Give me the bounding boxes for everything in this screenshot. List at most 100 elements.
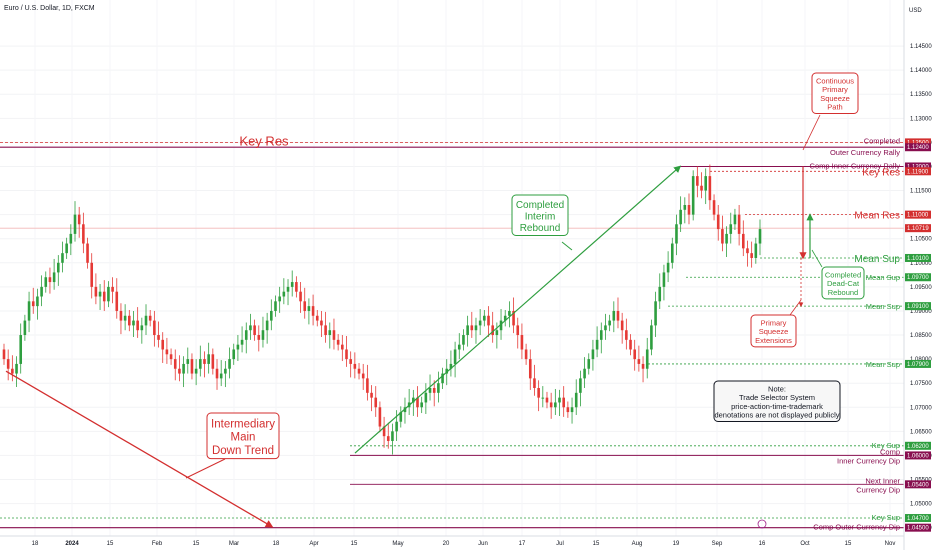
candle-body bbox=[265, 320, 269, 331]
candle-body bbox=[207, 354, 210, 364]
comp-outer-dip-tag-text: 1.04500 bbox=[907, 526, 929, 532]
mean-sup-2-tag-text: 1.09700 bbox=[907, 275, 929, 281]
next-inner-label: Next Inner bbox=[865, 476, 900, 485]
y-tick-label: 1.14000 bbox=[910, 68, 932, 74]
candle-body bbox=[537, 388, 540, 398]
candle-body bbox=[98, 291, 102, 297]
x-tick-label: 16 bbox=[759, 541, 766, 547]
mean-sup-3-label: Mean Sup bbox=[866, 302, 900, 311]
candle-body bbox=[483, 315, 486, 321]
candle-body bbox=[219, 373, 223, 379]
candle-body bbox=[554, 402, 557, 408]
candle-body bbox=[307, 306, 311, 311]
candle-body bbox=[428, 388, 432, 393]
candle-body bbox=[353, 363, 357, 369]
y-tick-label: 1.05000 bbox=[910, 502, 932, 508]
comp-label: Comp bbox=[880, 447, 900, 456]
candle-body bbox=[94, 286, 98, 297]
candle-body bbox=[15, 363, 18, 374]
key-res-right-tag-text: 1.11900 bbox=[907, 169, 929, 175]
candle-body bbox=[637, 359, 641, 364]
time-axis[interactable]: 18 2024 15 Feb 15 Mar 18 Apr 15 May 20 Jun 17 Jul 15 Au… bbox=[0, 519, 904, 547]
note-text: Trade Selector System bbox=[739, 393, 815, 402]
candle-body bbox=[670, 243, 674, 263]
candle-body bbox=[378, 407, 382, 427]
candle-body bbox=[595, 339, 599, 350]
candle-body bbox=[432, 388, 436, 393]
x-tick-label: Sep bbox=[712, 541, 723, 547]
candle-body bbox=[466, 325, 469, 336]
candle-body bbox=[82, 224, 85, 244]
y-tick-label: 1.09000 bbox=[910, 309, 932, 315]
candle-body bbox=[591, 349, 595, 360]
candle-body bbox=[27, 301, 31, 321]
comp-inner-rally-label: Comp Inner Currency Rally bbox=[810, 161, 901, 170]
intermediary-down-trend-pointer bbox=[185, 458, 226, 479]
candle-body bbox=[86, 243, 89, 263]
completed-outer-rally-tag bbox=[905, 143, 931, 152]
candle-body bbox=[508, 310, 511, 316]
candle-body bbox=[295, 282, 298, 292]
candle-body bbox=[746, 248, 749, 254]
candle-body bbox=[228, 359, 231, 369]
candle-body bbox=[558, 397, 561, 403]
mean-sup-4-tag bbox=[905, 359, 931, 368]
last-price-tag bbox=[905, 224, 931, 233]
comp-outer-dip-tag bbox=[905, 523, 931, 532]
next-inner-dip-tag bbox=[905, 480, 931, 489]
x-tick-label: 15 bbox=[107, 541, 114, 547]
primary-squeeze-ext-text: Primary bbox=[761, 319, 787, 328]
candle-body bbox=[687, 205, 691, 215]
candle-body bbox=[65, 243, 68, 254]
candle-body bbox=[44, 277, 48, 287]
candle-body bbox=[320, 320, 323, 326]
x-tick-label: Oct bbox=[800, 541, 810, 547]
candle-body bbox=[587, 359, 591, 369]
candle-body bbox=[457, 344, 461, 350]
completed-interim-rebound-text: Interim bbox=[525, 212, 556, 223]
candle-body bbox=[516, 325, 520, 336]
candle-body bbox=[61, 253, 64, 263]
completed-interim-rebound-text: Completed bbox=[516, 200, 564, 211]
candle-body bbox=[412, 397, 415, 403]
symbol-title: Euro / U.S. Dollar, 1D, FXCM bbox=[4, 5, 95, 12]
candle-body bbox=[366, 378, 369, 393]
inner-currency-dip-label: Inner Currency Dip bbox=[837, 456, 900, 465]
candle-body bbox=[48, 277, 52, 283]
candle-body bbox=[758, 229, 762, 244]
candle-body bbox=[357, 368, 361, 374]
comp-inner-dip-tag bbox=[905, 451, 931, 460]
candle-body bbox=[612, 310, 616, 321]
candle-body bbox=[658, 286, 662, 302]
candle-body bbox=[253, 325, 256, 336]
x-tick-label: 18 bbox=[32, 541, 39, 547]
candle-body bbox=[474, 325, 478, 331]
candle-body bbox=[520, 335, 524, 350]
candle-body bbox=[470, 325, 474, 331]
x-tick-label: Feb bbox=[152, 541, 163, 547]
price-axis[interactable]: 1.145001.140001.135001.130001.125001.120… bbox=[903, 0, 932, 550]
candle-body bbox=[2, 349, 6, 360]
candle-body bbox=[136, 320, 139, 331]
candle-body bbox=[495, 330, 499, 336]
candle-body bbox=[616, 310, 620, 321]
candle-body bbox=[157, 335, 160, 340]
y-tick-label: 1.13500 bbox=[910, 92, 932, 98]
candle-body bbox=[370, 392, 373, 398]
mean-res-tag-text: 1.11000 bbox=[907, 213, 929, 219]
candle-body bbox=[700, 185, 703, 191]
key-sup-2-label: Key Sup bbox=[872, 513, 900, 522]
candle-body bbox=[499, 320, 503, 331]
candle-body bbox=[173, 359, 177, 369]
candle-body bbox=[683, 205, 687, 210]
candle-body bbox=[274, 301, 277, 311]
next-inner-dip-tag-text: 1.05400 bbox=[907, 482, 929, 488]
candle-body bbox=[645, 349, 649, 369]
continuous-squeeze-text: Primary bbox=[822, 85, 848, 94]
candle-body bbox=[441, 373, 444, 384]
candle-body bbox=[641, 363, 645, 369]
candle-body bbox=[73, 214, 77, 234]
x-tick-label: 15 bbox=[193, 541, 200, 547]
